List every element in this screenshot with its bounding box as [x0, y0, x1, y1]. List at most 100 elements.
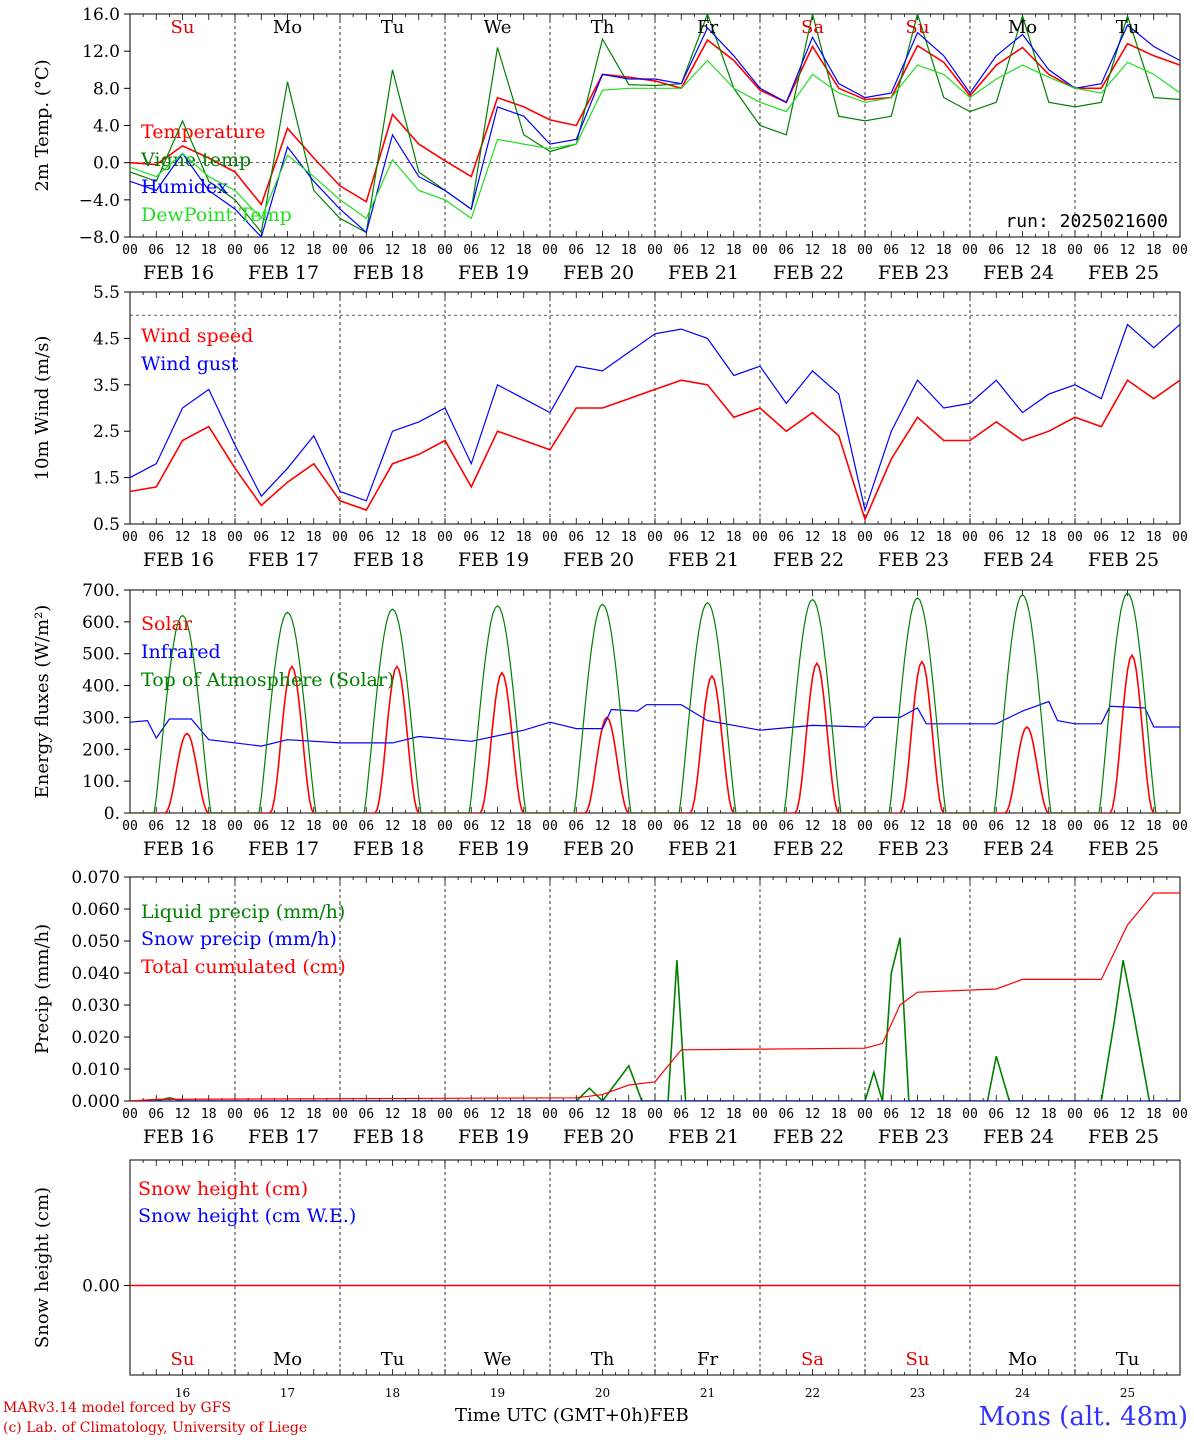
hour-label: 18 [411, 530, 427, 545]
hour-label: 12 [1015, 530, 1031, 545]
day-abbr: Su [171, 1349, 195, 1370]
hour-label: 06 [463, 243, 479, 258]
hour-label: 06 [778, 243, 794, 258]
legend-entry: Wind speed [141, 325, 253, 347]
hour-label: 06 [568, 530, 584, 545]
hour-label: 00 [1172, 1107, 1188, 1122]
day-number: 17 [280, 1386, 295, 1400]
hour-label: 18 [621, 530, 637, 545]
hour-label: 18 [306, 1107, 322, 1122]
hour-label: 00 [332, 1107, 348, 1122]
date-label: FEB 24 [983, 549, 1054, 571]
hour-label: 00 [437, 243, 453, 258]
hour-label: 00 [122, 530, 138, 545]
hour-label: 12 [1015, 243, 1031, 258]
hour-label: 06 [988, 819, 1004, 834]
y-tick-label: 400. [82, 677, 120, 697]
hour-label: 00 [857, 530, 873, 545]
hour-label: 00 [437, 530, 453, 545]
hour-label: 00 [542, 819, 558, 834]
hour-label: 06 [778, 1107, 794, 1122]
hour-label: 18 [936, 243, 952, 258]
date-label: FEB 22 [773, 262, 844, 284]
hour-label: 18 [516, 243, 532, 258]
day-abbr: We [484, 17, 512, 38]
hour-label: 12 [280, 1107, 296, 1122]
date-label: FEB 24 [983, 262, 1054, 284]
date-label: FEB 19 [458, 838, 529, 860]
hour-label: 12 [490, 530, 506, 545]
hour-label: 12 [175, 530, 191, 545]
y-tick-label: 2.5 [93, 422, 120, 442]
hour-label: 12 [385, 1107, 401, 1122]
y-tick-label: 12.0 [82, 42, 120, 62]
date-label: FEB 21 [668, 549, 739, 571]
hour-label: 18 [516, 530, 532, 545]
panel-4: 0.070 0.060 0.050 0.040 0.030 0.020 0.010 0.000… [32, 868, 1188, 1148]
legend-entry: Snow height (cm W.E.) [138, 1205, 356, 1227]
hour-label: 00 [122, 243, 138, 258]
hour-label: 12 [910, 819, 926, 834]
hour-label: 12 [175, 243, 191, 258]
date-label: FEB 16 [143, 262, 214, 284]
hour-label: 18 [411, 819, 427, 834]
legend-entry: Total cumulated (cm) [141, 956, 346, 978]
y-tick-label: 0.0 [93, 154, 120, 174]
hour-label: 12 [1120, 819, 1136, 834]
date-label: FEB 23 [878, 1126, 949, 1148]
time-axis-label: Time UTC (GMT+0h)FEB [455, 1405, 689, 1426]
hour-label: 00 [437, 1107, 453, 1122]
hour-label: 06 [988, 1107, 1004, 1122]
hour-label: 06 [358, 1107, 374, 1122]
hour-label: 00 [647, 1107, 663, 1122]
hour-label: 18 [831, 530, 847, 545]
series-line [130, 700, 1180, 747]
y-tick-label: 16.0 [82, 5, 120, 25]
y-tick-label: 0.00 [82, 1277, 120, 1297]
y-tick-label: 0.000 [71, 1092, 120, 1112]
hour-label: 00 [227, 243, 243, 258]
hour-label: 12 [490, 243, 506, 258]
hour-label: 12 [280, 243, 296, 258]
series-line [130, 14, 1180, 234]
hour-label: 18 [1146, 530, 1162, 545]
date-label: FEB 24 [983, 838, 1054, 860]
hour-label: 00 [857, 243, 873, 258]
hour-label: 18 [516, 1107, 532, 1122]
hour-label: 18 [411, 1107, 427, 1122]
hour-label: 06 [883, 243, 899, 258]
y-tick-label: 0.010 [71, 1060, 120, 1080]
legend-entry: DewPoint Temp [141, 204, 292, 226]
date-label: FEB 16 [143, 549, 214, 571]
hour-label: 00 [122, 1107, 138, 1122]
day-abbr: We [484, 1349, 512, 1370]
hour-label: 06 [148, 243, 164, 258]
date-label: FEB 23 [878, 838, 949, 860]
date-label: FEB 16 [143, 1126, 214, 1148]
hour-label: 12 [700, 530, 716, 545]
time-utc-label: Time UTC (GMT+0h) [455, 1405, 650, 1426]
day-number: 20 [595, 1386, 610, 1400]
y-tick-label: −8.0 [79, 228, 120, 248]
date-label: FEB 18 [353, 838, 424, 860]
legend-entry: Solar [141, 613, 193, 635]
day-abbr: Sa [801, 1349, 824, 1370]
hour-label: 12 [1120, 243, 1136, 258]
hour-label: 00 [962, 530, 978, 545]
date-label: FEB 25 [1088, 262, 1159, 284]
hour-label: 18 [516, 819, 532, 834]
hour-label: 06 [883, 1107, 899, 1122]
hour-label: 18 [201, 530, 217, 545]
hour-label: 18 [936, 819, 952, 834]
hour-label: 00 [752, 819, 768, 834]
hour-label: 06 [148, 819, 164, 834]
hour-label: 12 [490, 1107, 506, 1122]
legend-entry: Snow precip (mm/h) [141, 928, 337, 950]
hour-label: 06 [358, 243, 374, 258]
hour-label: 06 [673, 1107, 689, 1122]
hour-label: 06 [463, 1107, 479, 1122]
hour-label: 06 [463, 819, 479, 834]
hour-label: 18 [936, 530, 952, 545]
hour-label: 06 [883, 530, 899, 545]
